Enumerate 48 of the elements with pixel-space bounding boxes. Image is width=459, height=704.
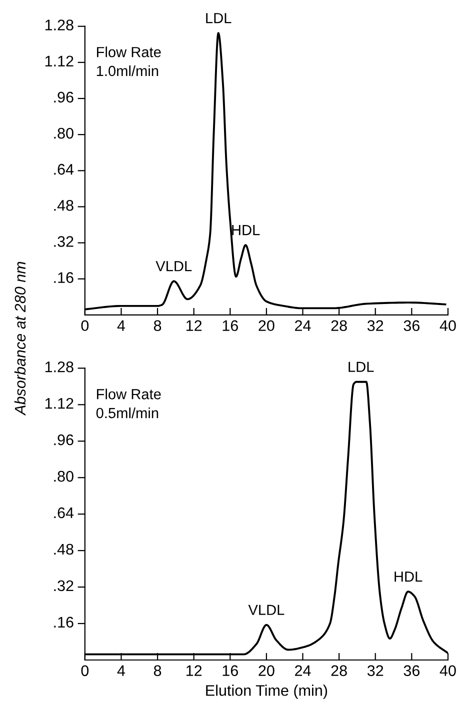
y-tick-label: .48 — [54, 200, 74, 211]
x-tick-label: 28 — [331, 320, 347, 332]
annotation: Flow Rate 0.5ml/min — [96, 388, 161, 418]
y-tick-label: .16 — [54, 616, 74, 628]
x-tick-label: 4 — [117, 320, 126, 331]
x-tick-label: 28 — [331, 665, 347, 676]
y-tick-label: .80 — [54, 470, 74, 482]
x-tick-label: 40 — [440, 665, 456, 676]
x-tick-label: 36 — [404, 320, 420, 332]
y-tick-label: .64 — [54, 164, 74, 175]
y-tick-label: .64 — [54, 507, 74, 518]
x-tick-label: 16 — [222, 320, 238, 332]
y-tick-label: 1.28 — [45, 361, 74, 372]
x-tick-label: 4 — [117, 665, 126, 676]
x-tick-label: 20 — [258, 320, 274, 332]
y-tick-label: .32 — [54, 580, 74, 592]
annotation: LDL — [206, 13, 232, 24]
y-tick-label: .96 — [54, 92, 74, 103]
x-axis-title: Elution Time (min) — [206, 684, 328, 699]
x-tick-label: 0 — [81, 665, 89, 676]
annotation: VLDL — [156, 261, 192, 272]
y-tick-label: 1.28 — [45, 20, 74, 30]
y-tick-label: 1.12 — [45, 56, 74, 66]
x-tick-label: 12 — [186, 320, 202, 331]
annotation: Flow Rate 1.0ml/min — [96, 46, 161, 76]
y-tick-label: .96 — [54, 434, 74, 446]
y-tick-label: .32 — [54, 236, 74, 247]
annotation: VLDL — [248, 604, 284, 615]
annotation: HDL — [394, 572, 422, 582]
x-tick-label: 32 — [367, 320, 384, 332]
x-tick-label: 24 — [295, 665, 311, 676]
x-tick-label: 12 — [186, 665, 202, 676]
x-tick-label: 16 — [222, 665, 238, 676]
x-tick-label: 32 — [367, 665, 384, 676]
x-tick-label: 24 — [295, 320, 311, 331]
x-tick-label: 36 — [404, 665, 420, 676]
x-tick-label: 20 — [258, 665, 274, 676]
annotation: LDL — [348, 362, 374, 372]
x-tick-label: 8 — [154, 665, 162, 676]
x-tick-label: 8 — [154, 320, 162, 332]
y-tick-label: .80 — [54, 128, 74, 139]
x-tick-label: 0 — [81, 320, 89, 332]
annotation: HDL — [232, 225, 260, 236]
y-tick-label: .16 — [54, 272, 74, 283]
y-tick-label: .48 — [54, 544, 74, 555]
x-tick-label: 40 — [440, 320, 456, 332]
y-tick-label: 1.12 — [45, 398, 74, 409]
y-axis-title: Absorbance at 280 nm — [14, 262, 26, 416]
